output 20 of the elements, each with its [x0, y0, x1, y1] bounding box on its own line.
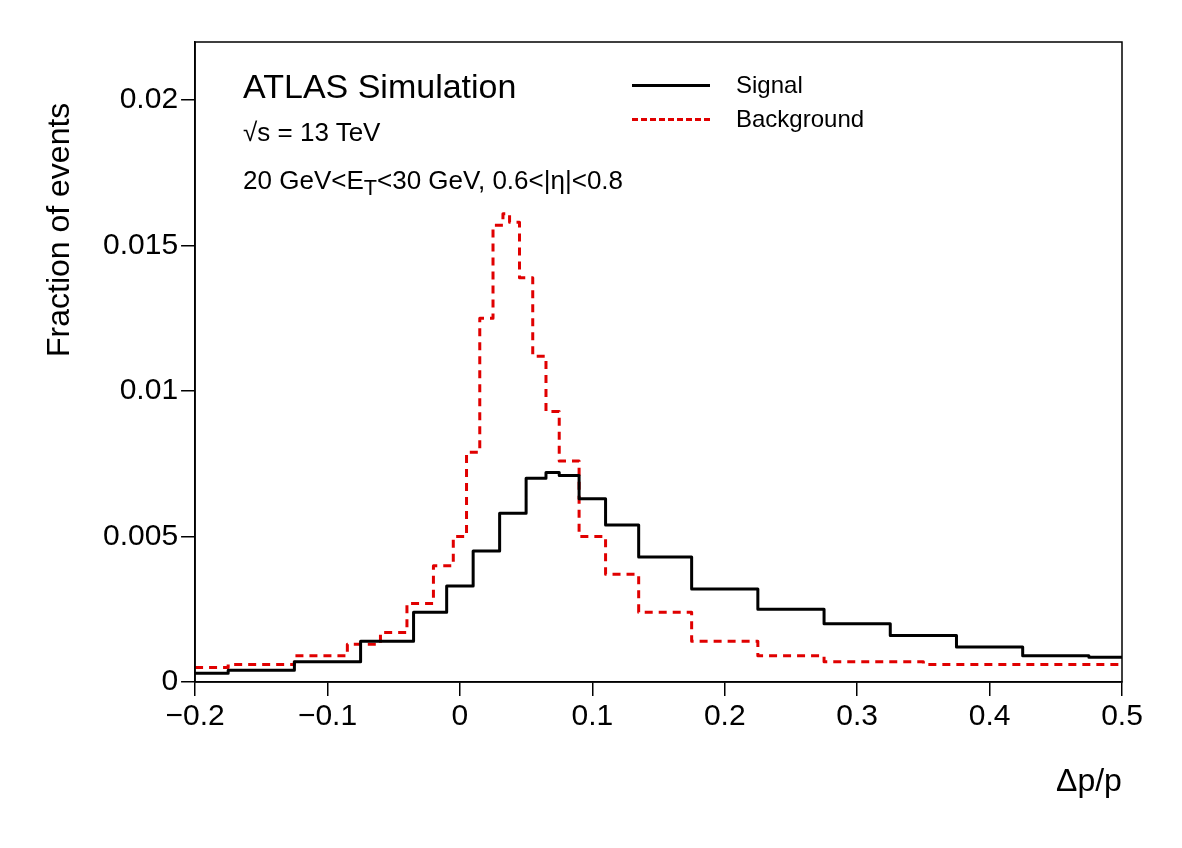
x-tick-label: 0.5 [1101, 698, 1143, 732]
y-tick-label: 0.02 [119, 81, 179, 115]
x-tick-label: 0.3 [836, 698, 879, 732]
annotation: 20 GeV<E$_{T}$<30 GeV, 0.6<|η|<0.8 [243, 165, 624, 202]
legend-label: Signal [736, 71, 803, 99]
y-axis-title: Fraction of events [40, 102, 77, 357]
y-tick-label: 0.005 [103, 517, 179, 551]
y-tick-label: 0.015 [103, 226, 179, 260]
y-tick-label: 0.01 [119, 372, 179, 406]
annotation: ATLAS Simulation [243, 67, 517, 106]
x-tick-label: 0.1 [571, 698, 614, 732]
y-tick-label: 0 [161, 663, 179, 697]
x-tick-label: 0 [451, 698, 469, 732]
x-tick-label: −0.2 [165, 698, 225, 732]
legend-label: Background [736, 105, 865, 133]
x-tick-label: 0.4 [968, 698, 1011, 732]
annotation: √s = 13 TeV [243, 117, 381, 148]
x-axis-title: Δp/p [1056, 762, 1122, 799]
x-tick-label: 0.2 [703, 698, 746, 732]
x-tick-label: −0.1 [297, 698, 358, 732]
